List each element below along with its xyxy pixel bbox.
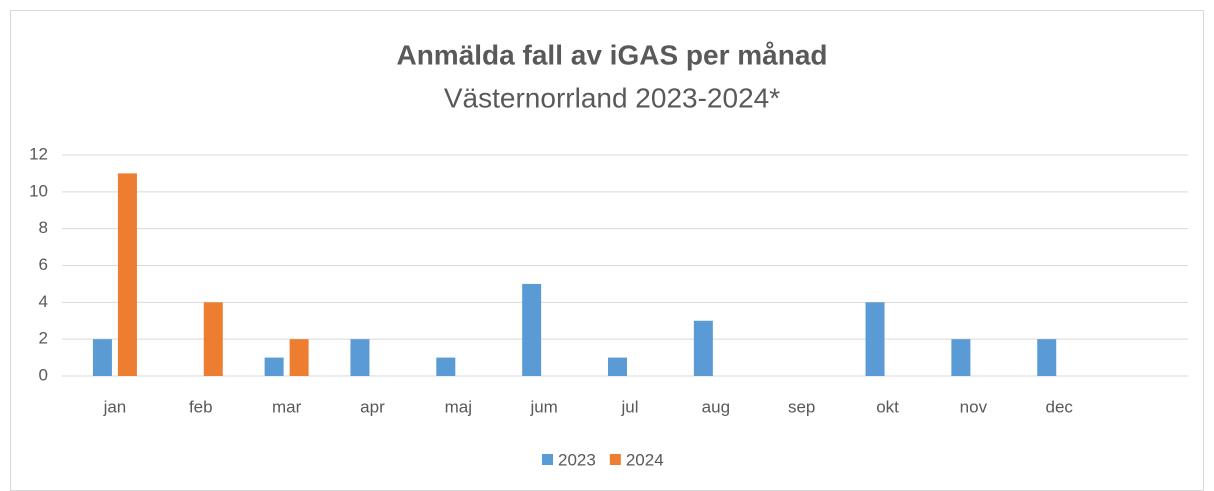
y-tick-label: 10 [29,181,48,200]
chart-title: Anmälda fall av iGAS per månad [396,39,827,70]
y-tick-label: 8 [39,218,48,237]
bar [436,357,456,376]
y-tick-label: 4 [39,292,48,311]
x-tick-label: dec [1046,397,1074,416]
x-tick-label: mar [272,397,302,416]
bar [264,357,284,376]
x-tick-label: nov [960,397,988,416]
bar [92,339,112,376]
bar [865,302,885,376]
bar [117,173,137,376]
y-tick-label: 12 [29,144,48,163]
legend-swatch [542,454,553,465]
x-tick-label: okt [876,397,899,416]
x-tick-label: jan [103,397,127,416]
bar [522,283,542,376]
x-tick-label: jum [529,397,557,416]
y-tick-label: 2 [39,329,48,348]
bar [350,339,370,376]
bar [951,339,971,376]
legend-label: 2023 [558,450,596,469]
bar [1037,339,1057,376]
bar [608,357,627,376]
x-tick-label: apr [360,397,385,416]
legend-swatch [609,454,621,465]
x-tick-label: maj [445,397,472,416]
x-tick-label: aug [702,397,730,416]
y-tick-label: 6 [39,255,48,274]
chart-subtitle: Västernorrland 2023-2024* [444,82,780,113]
bar [693,320,713,376]
bar [203,302,223,376]
y-tick-label: 0 [39,365,48,384]
x-tick-label: jul [620,397,638,416]
x-tick-label: sep [788,397,815,416]
x-tick-label: feb [189,397,213,416]
legend-label: 2024 [626,450,664,469]
bar [289,339,309,376]
chart-border [10,10,1204,491]
